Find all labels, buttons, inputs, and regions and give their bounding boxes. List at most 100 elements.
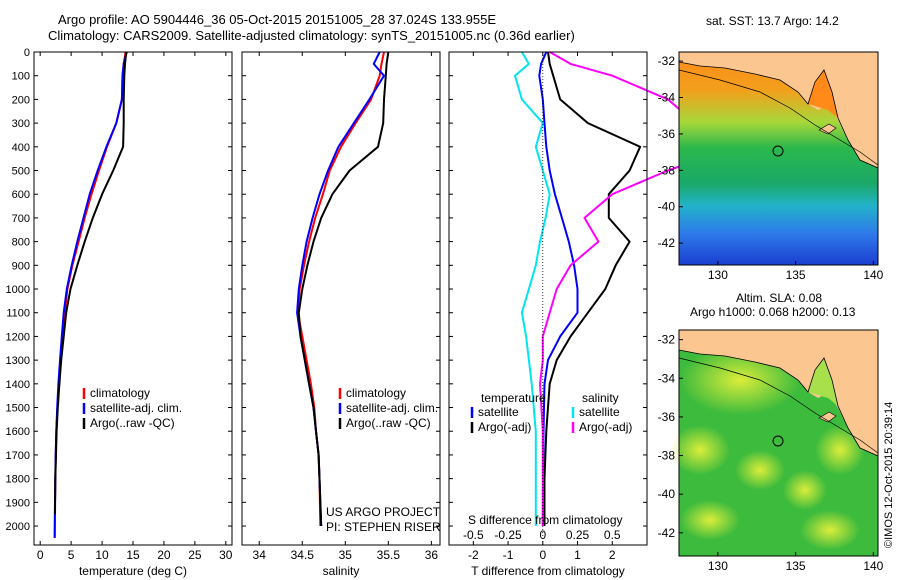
salinity-panel: 34 34.5 35 35.5 36 salinity climatologysatelli… <box>241 51 441 578</box>
y-tick-label: 1900 <box>6 497 30 509</box>
y-tick-label: 1400 <box>6 379 30 391</box>
series-line-1 <box>538 51 579 527</box>
x-tick-label: 1 <box>574 548 581 562</box>
difference-panel: -2 -1 0 1 2 -0.5 -0.25 0 0.25 0.5 T difference fro… <box>448 51 739 578</box>
y-tick-label: 1100 <box>6 308 30 320</box>
legend-label: satellite-adj. clim. <box>346 401 438 415</box>
y-tick-label: 800 <box>12 237 30 249</box>
y-tick-label: 1800 <box>6 474 30 486</box>
x-tick-label: 2 <box>609 548 616 562</box>
legend-label: climatology <box>346 386 406 400</box>
map-y-tick-label: -36 <box>658 410 676 424</box>
legend-label: satellite <box>579 405 620 419</box>
y-tick-label: 1500 <box>6 403 30 415</box>
map-y-tick-label: -40 <box>658 487 676 501</box>
map-x-tick-label: 140 <box>863 559 883 573</box>
map-y-tick-label: -38 <box>658 449 676 463</box>
x-tick-label: 34.5 <box>291 548 315 562</box>
y-tick-label: 200 <box>12 94 30 106</box>
legend-label: climatology <box>90 386 150 400</box>
map-y-tick-label: -34 <box>658 91 676 105</box>
x-tick-label: 15 <box>126 548 140 562</box>
legend-title: salinity <box>582 391 619 405</box>
series-line-4 <box>539 51 739 526</box>
map-x-tick-label: 135 <box>786 268 806 282</box>
y-tick-label: 1600 <box>6 426 30 438</box>
y-tick-label: 1300 <box>6 355 30 367</box>
y-tick-label: 300 <box>12 118 30 130</box>
pi-annotation: PI: STEPHEN RISER <box>326 520 441 534</box>
map-y-tick-label: -38 <box>658 163 676 177</box>
y-tick-label: 1700 <box>6 450 30 462</box>
x-top-tick-label: -0.25 <box>494 528 522 542</box>
legend-label: Argo(-adj) <box>579 420 632 434</box>
x-tick-label: -2 <box>468 548 479 562</box>
sst-map-axes: 130 135 140 -32 -34 -36 -38 -40 -42 <box>658 54 884 282</box>
x-tick-label: 35 <box>339 548 353 562</box>
x-tick-label: 20 <box>157 548 171 562</box>
y-tick-label: 900 <box>12 260 30 272</box>
map-y-tick-label: -40 <box>658 200 676 214</box>
series-line-3 <box>54 51 128 515</box>
map-x-tick-label: 140 <box>863 268 883 282</box>
header-line2: Climatology: CARS2009. Satellite-adjuste… <box>48 28 575 43</box>
series-line-2 <box>296 51 385 527</box>
y-tick-label: 700 <box>12 213 30 225</box>
x-tick-label: 0 <box>539 548 546 562</box>
series-line-3 <box>514 51 551 526</box>
sla-argo-marker <box>772 435 784 447</box>
map-y-tick-label: -34 <box>658 371 676 385</box>
sst-map-title: sat. SST: 13.7 Argo: 14.2 <box>706 14 839 28</box>
y-tick-label: 2000 <box>6 521 30 533</box>
y-tick-label: 600 <box>12 189 30 201</box>
y-tick-label: 100 <box>12 71 30 83</box>
x-tick-label: 30 <box>219 548 233 562</box>
plot-frame <box>33 51 233 546</box>
sla-coastline <box>678 349 879 457</box>
x-tick-label: 35.5 <box>377 548 401 562</box>
y-tick-label: 400 <box>12 142 30 154</box>
series-line-3 <box>297 51 390 527</box>
x-tick-label: -1 <box>503 548 514 562</box>
sla-map-title-1: Altim. SLA: 0.08 <box>736 291 822 305</box>
legend-label: satellite <box>478 405 519 419</box>
legend-label: Argo(..raw -QC) <box>90 416 175 430</box>
sst-island <box>818 123 837 135</box>
sst-map <box>678 51 879 266</box>
sst-coastline <box>678 61 879 169</box>
plot-frame <box>448 51 648 546</box>
map-x-tick-label: 130 <box>708 559 728 573</box>
map-x-tick-label: 135 <box>786 559 806 573</box>
x-tick-label: 5 <box>68 548 75 562</box>
x-tick-label: 34 <box>253 548 267 562</box>
sla-map-axes: 130 135 140 -32 -34 -36 -38 -40 -42 <box>658 333 884 573</box>
x-tick-label: 25 <box>188 548 202 562</box>
map-y-tick-label: -32 <box>658 54 676 68</box>
legend-label: satellite-adj. clim. <box>90 401 182 415</box>
temperature-panel: 0100200300400500600700800900100011001200… <box>6 47 233 578</box>
y-tick-label: 0 <box>24 47 30 59</box>
sla-island <box>818 411 837 423</box>
x-top-tick-label: -0.5 <box>463 528 484 542</box>
sst-argo-marker <box>772 145 784 157</box>
legend-label: Argo(-adj) <box>478 420 531 434</box>
x-tick-label: 36 <box>425 548 439 562</box>
x-axis-label: temperature (deg C) <box>79 564 187 578</box>
s-diff-label: S difference from climatology <box>468 513 623 527</box>
series-line-1 <box>297 51 385 527</box>
x-top-tick-label: 0.25 <box>566 528 590 542</box>
y-tick-label: 500 <box>12 166 30 178</box>
x-tick-label: 10 <box>95 548 109 562</box>
map-y-tick-label: -36 <box>658 127 676 141</box>
y-tick-label: 1000 <box>6 284 30 296</box>
map-y-tick-label: -42 <box>658 236 676 250</box>
x-axis-label: T difference from climatology <box>471 564 625 578</box>
sla-land <box>679 330 878 456</box>
header-line1: Argo profile: AO 5904446_36 05-Oct-2015 … <box>58 12 496 27</box>
sla-map-title-2: Argo h1000: 0.068 h2000: 0.13 <box>690 305 856 319</box>
map-y-tick-label: -42 <box>658 526 676 540</box>
sla-shelf-contour <box>678 357 879 454</box>
plot-frame <box>241 51 441 546</box>
imos-credit: ©IMOS 12-Oct-2015 20:39:14 <box>883 402 895 548</box>
